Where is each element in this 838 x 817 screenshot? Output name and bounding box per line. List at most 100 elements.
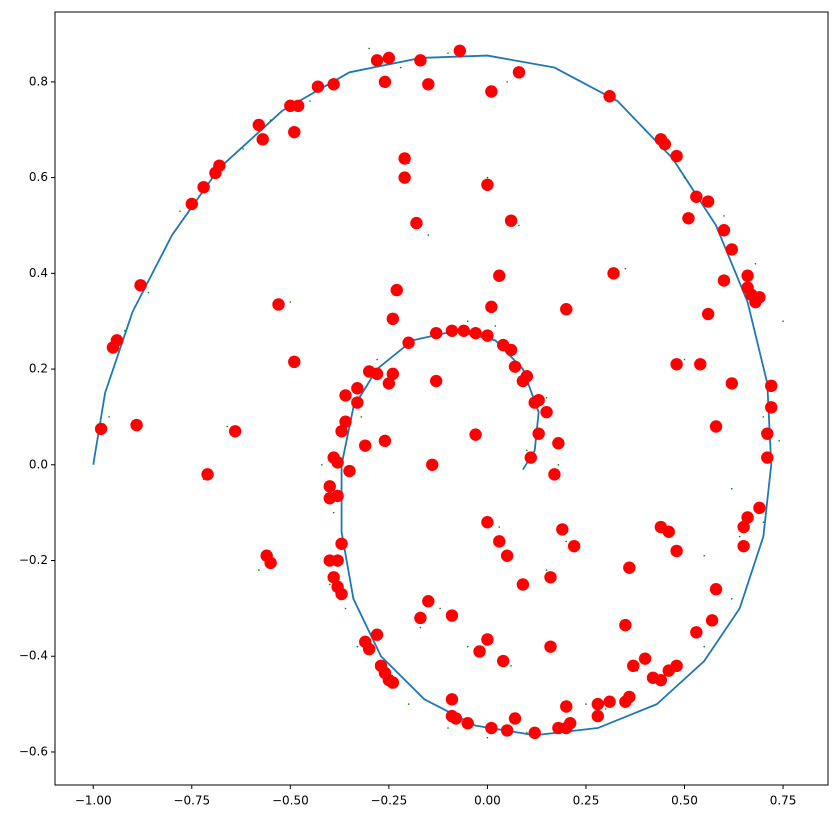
scatter-point [453,44,467,57]
scatter-point [321,463,323,466]
scatter-point [486,736,489,739]
scatter-point [658,137,672,151]
scatter-point [356,645,359,648]
scatter-point [761,427,774,440]
scatter-point [762,416,765,418]
axes-frame [54,11,829,786]
scatter-point [485,85,498,98]
scatter-point [422,595,435,608]
scatter-point [466,320,469,323]
scatter-point [500,724,514,737]
scatter-point [493,269,506,282]
scatter-point [481,633,494,646]
scatter-point [512,66,526,79]
scatter-point [765,379,778,393]
scatter-point [638,652,652,665]
scatter-point [703,645,706,648]
scatter-point [761,451,774,464]
scatter-point [370,628,384,641]
scatter-point [402,336,415,349]
scatter-point [179,210,181,212]
scatter-point [591,709,604,723]
scatter-point [603,90,616,103]
scatter-point [429,326,443,340]
scatter-point [493,535,506,548]
scatter-point [682,212,695,225]
scatter-point [694,358,707,371]
scatter-point [500,549,514,562]
scatter-point [524,451,537,464]
scatter-point [619,695,632,708]
scatter-point [343,464,356,478]
scatter-point [548,468,561,481]
scatter-point [328,583,331,586]
scatter-point [754,262,757,265]
scatter-point [106,341,120,354]
scatter-point [627,659,640,673]
scatter-point [94,422,108,436]
scatter-point [378,434,392,448]
scatter-point [701,195,715,208]
scatter-point [481,516,494,529]
y-tick-label: 0.6 [29,170,48,184]
scatter-point [331,554,344,567]
scatter-point [269,119,272,121]
scatter-point [567,539,581,553]
scatter-point [252,118,265,132]
scatter-point [749,295,762,309]
scatter-point [544,571,557,584]
scatter-point [445,609,459,622]
scatter-point [242,148,244,150]
scatter-point [370,54,384,67]
scatter-point [556,523,569,536]
scatter-point [331,456,344,469]
scatter-point [496,654,510,668]
scatter-point [134,279,147,292]
scatter-point [414,611,427,625]
scatter-point [731,598,733,600]
scatter-point [108,416,110,418]
scatter-point [717,274,731,287]
scatter-point [683,176,686,179]
scatter-point [723,215,725,217]
x-tick-label: −0.50 [272,794,309,808]
scatter-point [390,283,403,297]
scatter-point [518,224,520,227]
scatter-point [311,80,325,93]
y-tick-label: −0.6 [19,744,48,758]
scatter-point [344,607,347,610]
scatter-point [560,700,573,713]
scatter-point [323,480,336,493]
scatter-point [508,712,522,725]
scatter-point [654,673,668,687]
scatter-point [362,642,376,656]
scatter-point [604,708,607,710]
scatter-point [662,525,675,539]
scatter-point [717,224,731,237]
scatter-point [782,320,784,323]
scatter-point [427,234,430,236]
scatter-point [532,427,545,440]
spiral-line [92,54,773,737]
scatter-point [368,47,370,50]
scatter-point [644,128,646,131]
scatter-point [670,358,683,371]
scatter-point [386,312,400,326]
scatter-point [264,556,277,570]
scatter-point [528,726,541,740]
scatter-point [257,569,260,571]
y-tick-label: 0.0 [29,457,48,471]
scatter-point [461,717,474,730]
scatter-point [504,343,518,357]
scatter-point [762,521,765,524]
x-tick-label: 0.75 [770,794,797,808]
scatter-point [540,405,553,419]
scatter-point [741,511,754,524]
x-tick-label: 0.25 [573,794,600,808]
scatter-point [351,396,364,409]
scatter-point [485,721,498,735]
scatter-point [445,693,459,706]
scatter-point [557,463,560,466]
scatter-point [486,176,489,179]
scatter-point [410,216,423,230]
